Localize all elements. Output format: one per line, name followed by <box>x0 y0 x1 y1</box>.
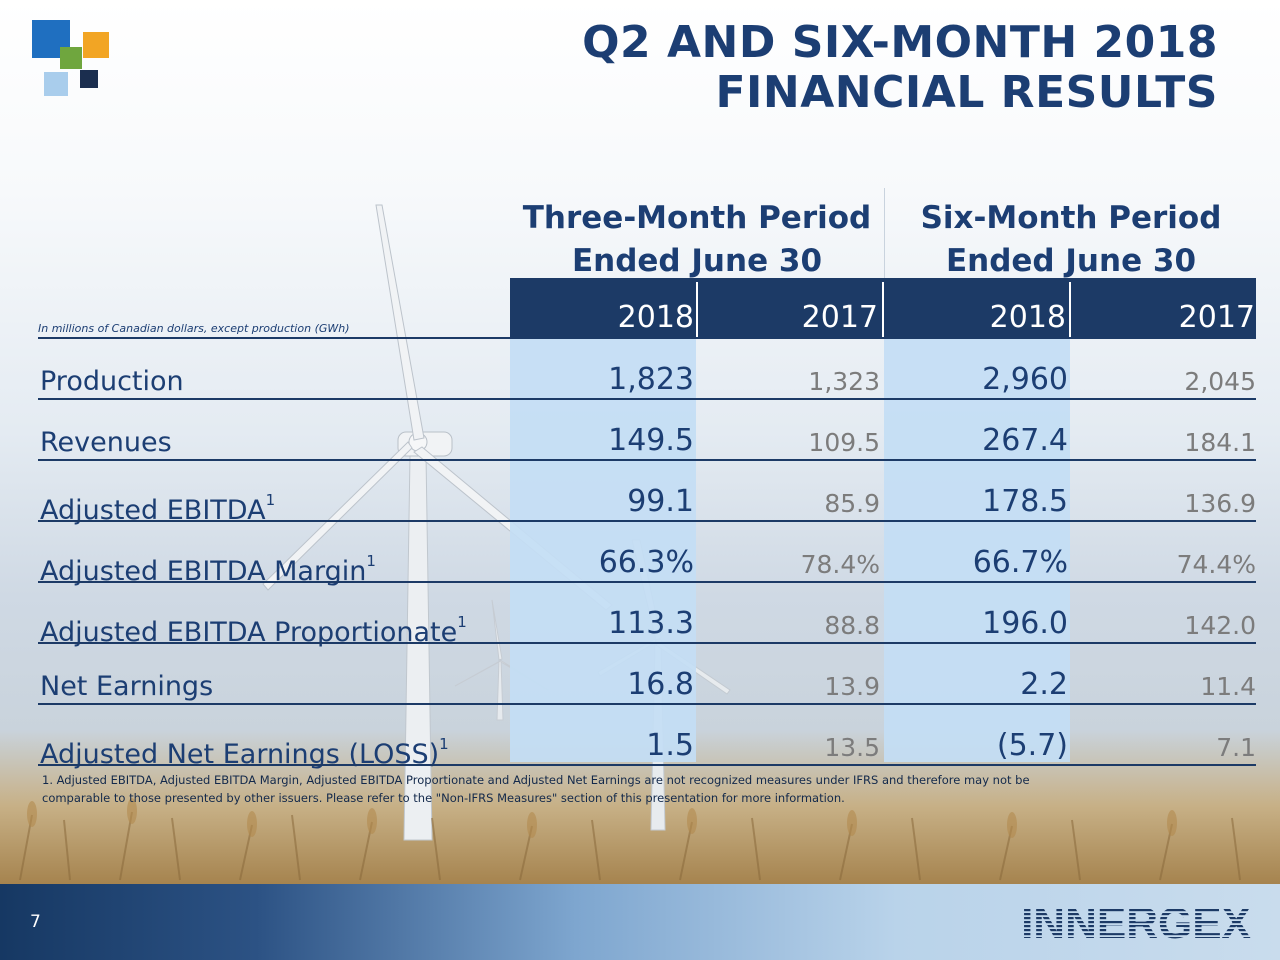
footnote-line-1: 1. Adjusted EBITDA, Adjusted EBITDA Marg… <box>42 773 1030 787</box>
footnote-marker: 1 <box>265 491 276 509</box>
row-label-adjusted-ebitda-proportionate: Adjusted EBITDA Proportionate1 <box>40 606 467 648</box>
period-divider <box>884 188 885 278</box>
slide-title: Q2 AND SIX-MONTH 2018 FINANCIAL RESULTS <box>582 18 1218 118</box>
year-divider <box>696 282 698 338</box>
row-label-adjusted-ebitda: Adjusted EBITDA1 <box>40 484 276 526</box>
six-month-header-line-1: Six-Month Period <box>920 200 1222 236</box>
value-h1-2018: 2,960 <box>982 362 1068 397</box>
row-rule <box>38 764 1256 766</box>
table-header-rule <box>38 337 1256 339</box>
title-line-2: FINANCIAL RESULTS <box>715 67 1218 118</box>
title-line-1: Q2 AND SIX-MONTH 2018 <box>582 17 1218 68</box>
row-label-text: Revenues <box>40 427 172 458</box>
value-h1-2018: 66.7% <box>972 545 1068 580</box>
row-rule <box>38 642 1256 644</box>
value-q2-2017: 85.9 <box>824 489 880 518</box>
row-label-net-earnings: Net Earnings <box>40 667 213 707</box>
wheat-heads <box>27 798 1177 838</box>
value-h1-2017: 184.1 <box>1184 428 1256 457</box>
footnote: 1. Adjusted EBITDA, Adjusted EBITDA Marg… <box>42 771 1222 807</box>
value-q2-2018: 1,823 <box>608 362 694 397</box>
value-h1-2018: 2.2 <box>1020 667 1068 702</box>
q2-2018-column-highlight <box>510 338 696 762</box>
value-q2-2018: 1.5 <box>646 728 694 763</box>
value-h1-2017: 11.4 <box>1200 672 1256 701</box>
six-month-header-line-2: Ended June 30 <box>945 243 1197 279</box>
value-h1-2018: (5.7) <box>996 728 1068 763</box>
year-h1-2018: 2018 <box>989 300 1066 335</box>
value-q2-2018: 66.3% <box>598 545 694 580</box>
value-h1-2017: 2,045 <box>1184 367 1256 396</box>
value-h1-2017: 74.4% <box>1176 550 1256 579</box>
row-label-revenues: Revenues <box>40 423 172 463</box>
value-q2-2018: 149.5 <box>608 423 694 458</box>
three-month-header-line-1: Three-Month Period <box>522 200 872 236</box>
year-divider <box>1069 282 1071 338</box>
year-q2-2018: 2018 <box>617 300 694 335</box>
row-rule <box>38 398 1256 400</box>
row-rule <box>38 581 1256 583</box>
row-label-production: Production <box>40 362 184 402</box>
value-h1-2018: 267.4 <box>982 423 1068 458</box>
three-month-header-line-2: Ended June 30 <box>571 243 823 279</box>
value-q2-2017: 13.5 <box>824 733 880 762</box>
page-number: 7 <box>30 912 41 932</box>
value-h1-2018: 178.5 <box>982 484 1068 519</box>
row-label-adjusted-ebitda-margin: Adjusted EBITDA Margin1 <box>40 545 376 587</box>
row-rule <box>38 703 1256 705</box>
value-h1-2017: 136.9 <box>1184 489 1256 518</box>
value-q2-2017: 1,323 <box>808 367 880 396</box>
value-q2-2017: 13.9 <box>824 672 880 701</box>
year-divider <box>882 282 884 338</box>
unit-note: In millions of Canadian dollars, except … <box>38 322 350 335</box>
brand-wordmark: INNERGEX <box>1021 899 1251 945</box>
year-q2-2017: 2017 <box>801 300 878 335</box>
row-rule <box>38 520 1256 522</box>
three-month-header: Three-Month Period Ended June 30 <box>510 197 884 283</box>
wheat-field <box>19 811 1241 881</box>
value-q2-2017: 78.4% <box>800 550 880 579</box>
row-rule <box>38 459 1256 461</box>
six-month-header: Six-Month Period Ended June 30 <box>884 197 1258 283</box>
row-label-text: Production <box>40 366 184 397</box>
value-q2-2018: 99.1 <box>627 484 694 519</box>
innergex-logo: INNERGEX <box>1021 899 1251 945</box>
value-h1-2018: 196.0 <box>982 606 1068 641</box>
h1-2018-column-highlight <box>884 338 1070 762</box>
value-q2-2017: 109.5 <box>808 428 880 457</box>
value-h1-2017: 7.1 <box>1216 733 1256 762</box>
footnote-marker: 1 <box>366 552 376 570</box>
footnote-line-2: comparable to those presented by other i… <box>42 791 845 805</box>
row-label-adjusted-net-earnings: Adjusted Net Earnings (LOSS)1 <box>40 728 449 770</box>
value-h1-2017: 142.0 <box>1184 611 1256 640</box>
value-q2-2018: 16.8 <box>627 667 694 702</box>
footnote-marker: 1 <box>439 735 449 753</box>
footer-band <box>0 884 1280 960</box>
value-q2-2018: 113.3 <box>608 606 694 641</box>
corporate-logo-mark <box>32 20 109 96</box>
year-h1-2017: 2017 <box>1178 300 1255 335</box>
footnote-marker: 1 <box>457 613 467 631</box>
value-q2-2017: 88.8 <box>824 611 880 640</box>
row-label-text: Net Earnings <box>40 671 214 702</box>
